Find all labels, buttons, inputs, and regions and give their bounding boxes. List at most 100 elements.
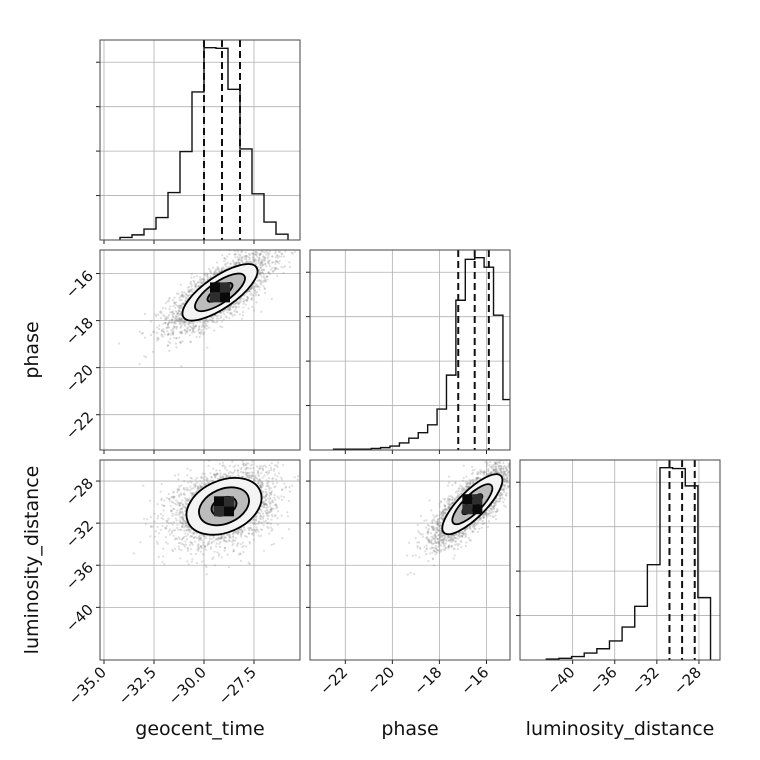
sample-point <box>194 540 197 543</box>
sample-point <box>250 287 253 290</box>
sample-point <box>254 476 257 479</box>
sample-point <box>214 314 217 317</box>
sample-point <box>267 236 269 238</box>
sample-point <box>276 465 279 469</box>
sample-point <box>255 301 258 304</box>
sample-point <box>213 270 216 273</box>
sample-point <box>180 515 183 519</box>
sample-point <box>262 506 266 509</box>
sample-point <box>190 560 193 563</box>
sample-point <box>262 264 265 267</box>
sample-point <box>259 485 262 488</box>
sample-point <box>270 490 273 493</box>
sample-point <box>241 256 244 259</box>
sample-point <box>210 541 214 544</box>
sample-point <box>247 296 250 300</box>
sample-point <box>268 486 271 490</box>
sample-point <box>223 546 227 550</box>
sample-point <box>267 261 270 264</box>
sample-point <box>172 332 175 335</box>
sample-point <box>179 516 182 519</box>
sample-point <box>257 279 260 282</box>
sample-point <box>234 252 237 255</box>
sample-point <box>249 293 252 296</box>
sample-point <box>161 307 164 310</box>
sample-point <box>178 320 182 323</box>
sample-point <box>262 255 265 258</box>
sample-point <box>217 456 219 458</box>
sample-point <box>171 315 174 318</box>
sample-point <box>261 501 265 504</box>
sample-point <box>196 488 199 491</box>
sample-point <box>184 320 187 323</box>
sample-point <box>259 266 262 269</box>
sample-point <box>252 528 255 532</box>
sample-point <box>177 319 180 322</box>
sample-point <box>237 553 240 556</box>
sample-point <box>172 501 175 504</box>
sample-point <box>194 285 197 288</box>
sample-point <box>254 250 257 253</box>
sample-point <box>280 476 283 479</box>
sample-point <box>179 557 182 560</box>
sample-point <box>161 524 164 528</box>
sample-point <box>175 313 179 316</box>
sample-point <box>254 285 257 288</box>
sample-point <box>168 321 171 324</box>
sample-point <box>264 502 267 505</box>
sample-point <box>175 310 178 314</box>
sample-point <box>183 329 186 332</box>
sample-point <box>236 543 239 546</box>
sample-point <box>225 540 229 543</box>
sample-point <box>146 518 149 521</box>
sample-point <box>201 331 204 334</box>
sample-point <box>248 256 251 259</box>
sample-point <box>264 262 267 265</box>
sample-point <box>160 334 163 337</box>
sample-point <box>175 337 178 340</box>
sample-point <box>229 262 232 265</box>
sample-point <box>262 269 266 272</box>
sample-point <box>176 319 179 322</box>
sample-point <box>187 525 190 529</box>
sample-point <box>198 328 201 331</box>
sample-point <box>207 278 210 281</box>
sample-point <box>162 322 165 325</box>
sample-point <box>240 250 244 253</box>
sample-point <box>259 283 263 286</box>
sample-point <box>251 521 254 524</box>
sample-point <box>246 297 249 300</box>
sample-point <box>171 514 174 518</box>
sample-point <box>262 275 265 278</box>
sample-point <box>140 332 143 335</box>
sample-point <box>269 493 273 496</box>
sample-point <box>186 321 189 324</box>
sample-point <box>229 305 232 308</box>
sample-point <box>213 271 216 274</box>
sample-point <box>254 285 257 288</box>
sample-point <box>179 342 182 345</box>
sample-point <box>199 537 202 540</box>
sample-point <box>210 272 213 275</box>
sample-point <box>228 533 231 536</box>
sample-point <box>187 322 190 325</box>
sample-point <box>276 260 279 264</box>
sample-point <box>246 299 249 303</box>
sample-point <box>206 320 209 323</box>
sample-point <box>271 500 274 503</box>
sample-point <box>284 250 287 253</box>
sample-point <box>254 262 257 265</box>
sample-point <box>191 329 194 332</box>
sample-point <box>241 531 244 534</box>
sample-point <box>180 325 183 328</box>
sample-point <box>178 313 182 316</box>
sample-point <box>210 475 213 478</box>
sample-point <box>190 541 193 544</box>
sample-point <box>281 252 284 255</box>
sample-point <box>280 252 283 256</box>
sample-point <box>269 510 272 513</box>
sample-point <box>254 519 257 522</box>
sample-point <box>183 479 186 483</box>
sample-point <box>161 514 165 517</box>
